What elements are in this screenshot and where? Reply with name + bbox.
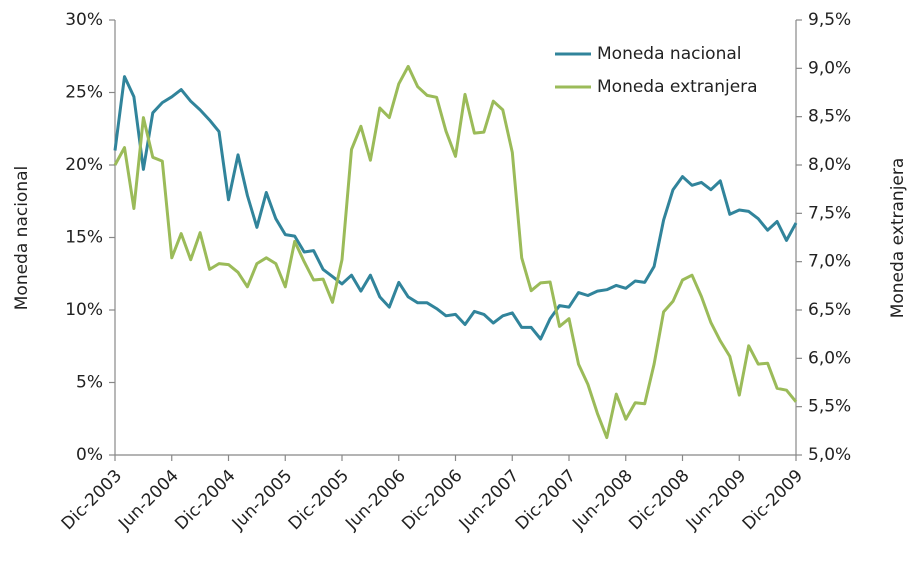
x-tick-label: Jun-2004	[114, 466, 183, 535]
y2-tick-label: 8,5%	[808, 107, 851, 127]
y2-tick-label: 7,0%	[808, 252, 851, 272]
y-tick-label: 15%	[65, 228, 103, 248]
x-tick-label: Dic-2003	[58, 466, 126, 534]
y2-tick-label: 9,0%	[808, 58, 851, 78]
y-tick-label: 5%	[76, 373, 103, 393]
y-tick-label: 0%	[76, 445, 103, 465]
legend-label: Moneda extranjera	[597, 77, 758, 97]
series-line	[113, 75, 798, 341]
series-line	[113, 64, 798, 440]
y2-tick-label: 5,5%	[808, 397, 851, 417]
y2-tick-label: 6,0%	[808, 348, 851, 368]
x-tick-label: Dic-2008	[625, 466, 693, 534]
y-axis-title: Moneda nacional	[12, 166, 32, 311]
y2-tick-label: 6,5%	[808, 300, 851, 320]
y2-tick-label: 8,0%	[808, 155, 851, 175]
x-tick-label: Dic-2007	[512, 466, 580, 534]
legend-label: Moneda nacional	[597, 44, 742, 64]
x-tick-label: Dic-2005	[285, 466, 353, 534]
y2-tick-label: 9,5%	[808, 10, 851, 30]
y-tick-label: 10%	[65, 300, 103, 320]
x-tick-label: Jun-2007	[455, 466, 524, 535]
x-tick-label: Dic-2004	[171, 466, 239, 534]
x-tick-label: Dic-2006	[398, 466, 466, 534]
y2-tick-label: 7,5%	[808, 203, 851, 223]
y-tick-label: 20%	[65, 155, 103, 175]
x-tick-label: Jun-2006	[341, 466, 410, 535]
y2-tick-label: 5,0%	[808, 445, 851, 465]
y-tick-label: 30%	[65, 10, 103, 30]
x-tick-label: Jun-2009	[682, 466, 751, 535]
y2-axis-title: Moneda extranjera	[888, 158, 908, 319]
x-tick-label: Dic-2009	[739, 466, 807, 534]
x-tick-label: Jun-2005	[228, 466, 297, 535]
x-tick-label: Jun-2008	[568, 466, 637, 535]
y-tick-label: 25%	[65, 83, 103, 103]
